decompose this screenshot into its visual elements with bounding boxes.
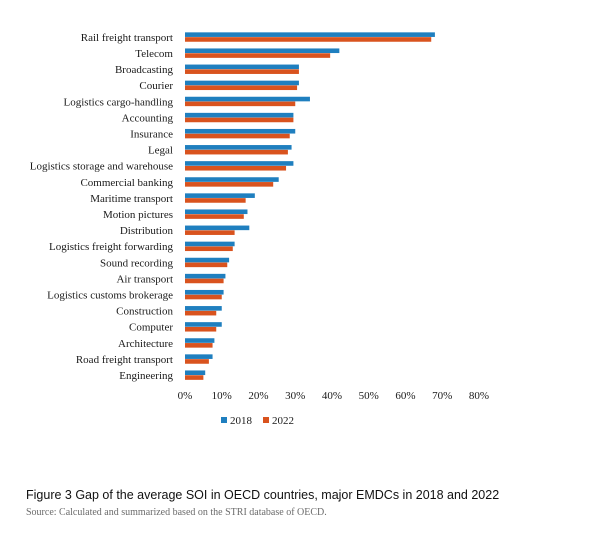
category-label: Motion pictures	[103, 209, 173, 221]
x-tick-label: 60%	[395, 390, 415, 402]
x-tick-label: 30%	[285, 390, 305, 402]
bar-2018	[185, 257, 230, 263]
bar-2018	[185, 322, 222, 327]
bar-2018	[185, 370, 206, 376]
bar-2022	[185, 133, 290, 139]
bar-2022	[185, 230, 235, 235]
bar-2022	[185, 69, 299, 74]
x-tick-label: 80%	[469, 390, 489, 402]
x-tick-label: 50%	[359, 390, 379, 402]
legend-swatch-2018	[221, 417, 227, 423]
category-label: Accounting	[122, 112, 174, 124]
x-tick-label: 40%	[322, 390, 342, 402]
bar-2018	[185, 177, 279, 182]
bar-2018	[185, 273, 226, 279]
bar-2018	[185, 193, 255, 198]
bar-2022	[185, 149, 288, 155]
category-label: Road freight transport	[76, 354, 173, 366]
x-tick-label: 20%	[248, 390, 268, 402]
bar-2018	[185, 289, 224, 295]
bar-2018	[185, 161, 294, 166]
bar-2022	[185, 294, 222, 300]
category-label: Telecom	[135, 48, 173, 60]
bar-chart: Rail freight transport Telecom Broadcastin…	[30, 32, 489, 427]
figure-caption: Figure 3 Gap of the average SOI in OECD …	[26, 488, 500, 502]
bar-2018	[185, 145, 292, 150]
category-label: Insurance	[130, 128, 173, 140]
category-label: Logistics freight forwarding	[49, 241, 174, 253]
source-note: Source: Calculated and summarized based …	[26, 507, 327, 518]
bar-2022	[185, 37, 432, 42]
category-label: Logistics storage and warehouse	[30, 161, 173, 173]
category-label: Engineering	[119, 370, 173, 382]
bar-2018	[185, 241, 235, 247]
x-tick-label: 70%	[432, 390, 452, 402]
bar-2022	[185, 246, 233, 252]
bar-2022	[185, 278, 224, 284]
x-tick-label: 10%	[212, 390, 232, 402]
bar-2022	[185, 85, 298, 91]
bar-2022	[185, 359, 209, 364]
bar-2022	[185, 326, 217, 332]
bar-2022	[185, 182, 274, 187]
bar-2018	[185, 354, 213, 359]
bar-2022	[185, 117, 294, 123]
bar-2022	[185, 53, 331, 58]
bar-2022	[185, 198, 246, 203]
category-label: Air transport	[116, 273, 173, 285]
bar-2022	[185, 375, 204, 380]
category-label: Rail freight transport	[81, 32, 173, 44]
category-label: Logistics customs brokerage	[47, 289, 173, 301]
category-label: Architecture	[118, 338, 173, 350]
category-label: Sound recording	[100, 257, 174, 269]
category-label: Legal	[148, 145, 173, 157]
bar-2018	[185, 96, 310, 102]
bar-2018	[185, 338, 215, 343]
bar-2022	[185, 262, 228, 268]
legend-label: 2022	[272, 415, 294, 427]
bar-2022	[185, 310, 217, 316]
category-label: Broadcasting	[115, 64, 174, 76]
bar-2022	[185, 165, 287, 171]
bar-2018	[185, 209, 248, 215]
x-tick-label: 0%	[178, 390, 193, 402]
bar-2018	[185, 80, 299, 86]
category-label: Construction	[116, 306, 173, 318]
bar-2018	[185, 64, 299, 70]
bar-2018	[185, 112, 294, 118]
bar-2022	[185, 343, 213, 348]
category-label: Courier	[139, 80, 173, 92]
bar-2018	[185, 32, 435, 37]
category-label: Distribution	[120, 225, 174, 237]
legend-swatch-2022	[263, 417, 269, 423]
bar-2018	[185, 225, 250, 231]
category-label: Computer	[129, 322, 173, 334]
bar-2022	[185, 214, 244, 219]
category-label: Commercial banking	[80, 177, 173, 189]
bar-2018	[185, 306, 222, 311]
bar-2022	[185, 101, 296, 107]
legend-label: 2018	[230, 415, 253, 427]
category-label: Maritime transport	[90, 193, 173, 205]
category-label: Logistics cargo-handling	[64, 96, 174, 108]
bar-2018	[185, 48, 340, 54]
bar-2018	[185, 128, 296, 134]
